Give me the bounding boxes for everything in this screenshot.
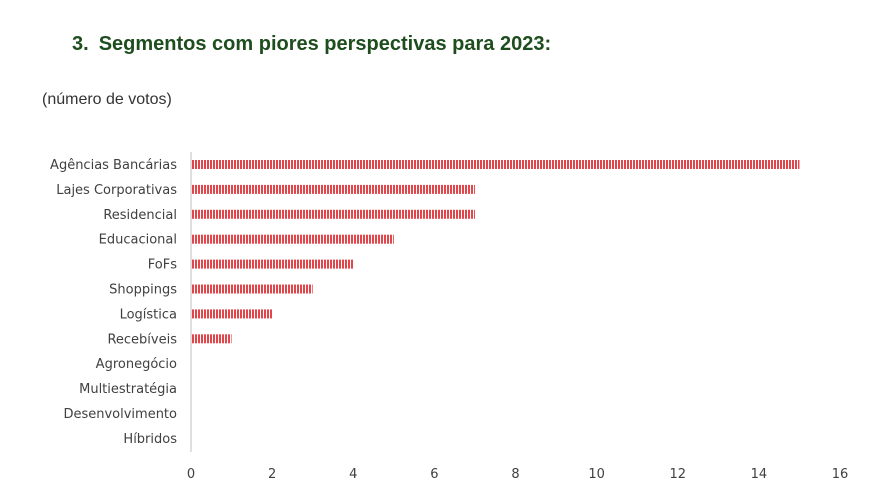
- x-tick-label: 0: [187, 467, 195, 482]
- x-tick-label: 16: [832, 467, 849, 482]
- bar-5: [191, 284, 313, 294]
- category-label: Recebíveis: [107, 332, 177, 347]
- x-tick-label: 8: [511, 467, 519, 482]
- heading-title: Segmentos com piores perspectivas para 2…: [98, 33, 552, 55]
- category-label: Lajes Corporativas: [56, 183, 177, 198]
- category-label: Shoppings: [109, 283, 177, 298]
- category-label: Multiestratégia: [79, 382, 177, 397]
- chart-heading: 3. Segmentos com piores perspectivas para…: [72, 33, 551, 56]
- x-tick-label: 10: [588, 467, 605, 482]
- category-label: Educacional: [99, 233, 177, 248]
- category-label: FoFs: [148, 258, 177, 273]
- category-label: Agências Bancárias: [50, 158, 177, 173]
- x-tick-label: 6: [430, 467, 438, 482]
- bar-7: [191, 334, 232, 344]
- x-tick-label: 14: [751, 467, 768, 482]
- category-label: Agronegócio: [96, 357, 177, 372]
- x-tick-label: 2: [268, 467, 276, 482]
- x-tick-label: 12: [669, 467, 686, 482]
- category-label: Logística: [120, 307, 177, 322]
- units-label: (número de votos): [42, 91, 172, 108]
- bar-4: [191, 259, 354, 269]
- category-label: Desenvolvimento: [63, 407, 177, 422]
- bar-2: [191, 209, 475, 219]
- bars-group: [191, 160, 800, 344]
- x-tick-label: 4: [349, 467, 357, 482]
- category-label: Residencial: [103, 208, 177, 223]
- bar-6: [191, 309, 273, 319]
- bar-0: [191, 160, 800, 169]
- category-label: Híbridos: [123, 432, 177, 447]
- category-labels: Agências Bancárias Lajes Corporativas Resi…: [50, 158, 177, 447]
- bar-1: [191, 184, 475, 194]
- bar-3: [191, 234, 394, 244]
- heading-number: 3.: [72, 33, 89, 55]
- x-tick-labels: 0 2 4 6 8 10 12 14 16: [187, 467, 848, 482]
